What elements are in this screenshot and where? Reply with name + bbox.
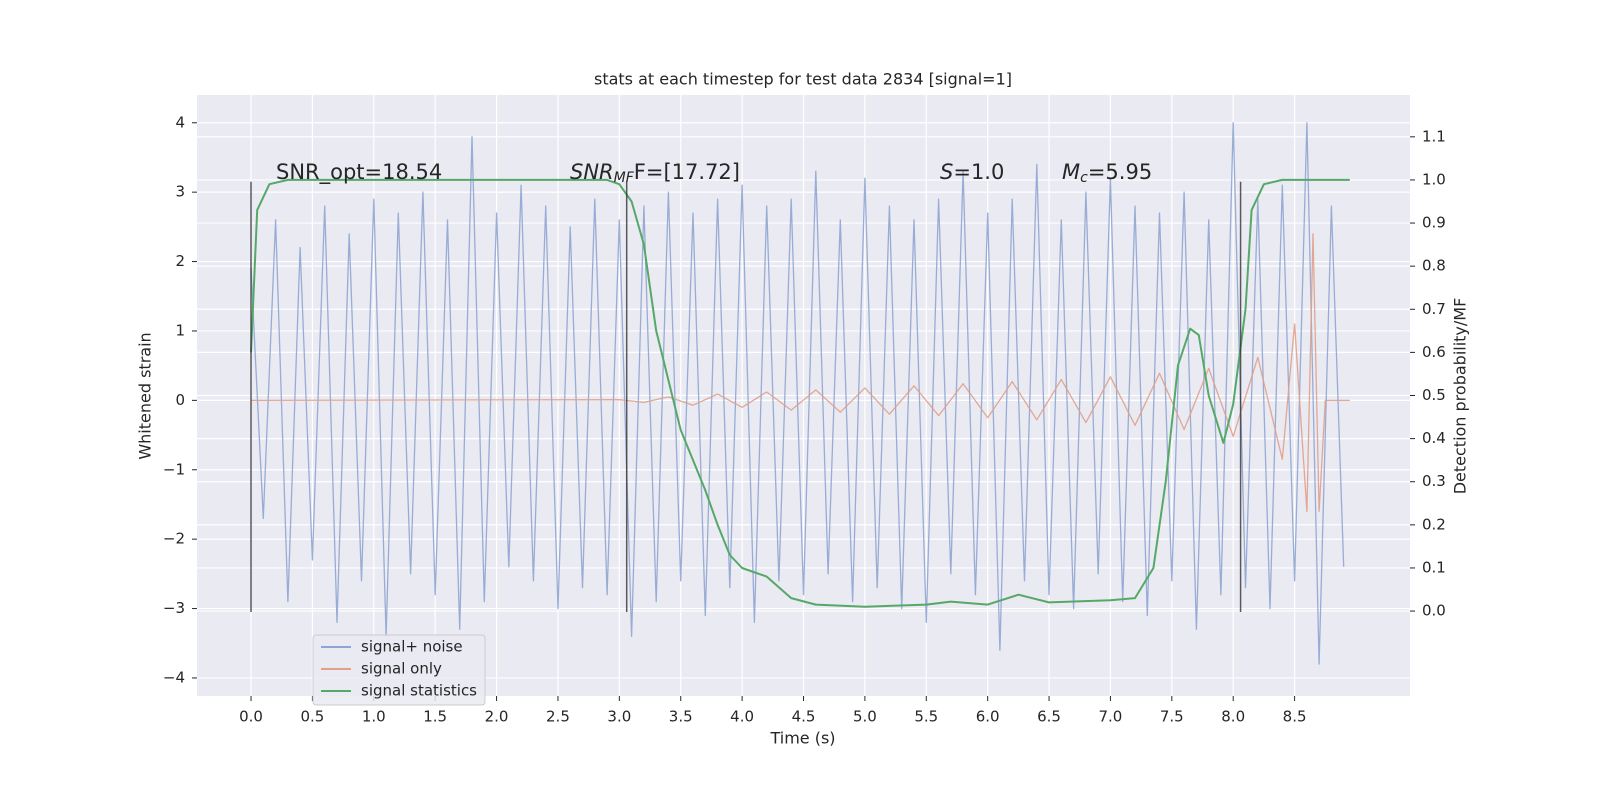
x-axis-label: Time (s): [769, 729, 835, 748]
x-tick-label: 0.0: [239, 708, 263, 726]
y2-axis-label: Detection probability/MF: [1451, 298, 1470, 495]
x-tick-label: 5.5: [914, 708, 938, 726]
y-tick-label: −4: [163, 668, 185, 686]
x-tick-label: 3.0: [607, 708, 631, 726]
y2-tick-label: 0.9: [1422, 214, 1446, 232]
x-tick-label: 6.0: [976, 708, 1000, 726]
y2-tick-label: 0.7: [1422, 300, 1446, 318]
series-line: [250, 122, 1345, 665]
y-tick-label: −3: [163, 599, 185, 617]
annotation-part: =5.95: [1088, 160, 1152, 184]
x-tick-label: 3.5: [669, 708, 693, 726]
x-tick-label: 8.5: [1283, 708, 1307, 726]
y-tick-label: 3: [175, 183, 185, 201]
y2-tick-label: 1.1: [1422, 127, 1446, 145]
annotation-part: MF: [614, 170, 635, 186]
legend-box: [312, 634, 486, 706]
x-tick-label: 1.0: [362, 708, 386, 726]
annotation-part: =1.0: [953, 160, 1004, 184]
y2-tick-label: 0.0: [1422, 602, 1446, 620]
x-tick-label: 4.0: [730, 708, 754, 726]
x-tick-label: 0.5: [300, 708, 324, 726]
annotation-part: SNR_opt=18.54: [276, 160, 442, 185]
annotation: S=1.0: [940, 160, 1004, 184]
series-line: [250, 233, 1350, 513]
x-tick-label: 4.5: [792, 708, 816, 726]
x-tick-label: 1.5: [423, 708, 447, 726]
y2-tick-label: 0.5: [1422, 386, 1446, 404]
annotation: Mc=5.95: [1062, 160, 1152, 186]
y-tick-label: 2: [175, 252, 185, 270]
y2-tick-label: 0.8: [1422, 257, 1446, 275]
annotation: SNR_opt=18.54: [276, 160, 442, 185]
y2-tick-label: 0.4: [1422, 429, 1446, 447]
y-tick-label: 1: [175, 321, 185, 339]
y-axis-label: Whitened strain: [136, 332, 155, 459]
x-tick-label: 6.5: [1037, 708, 1061, 726]
chart-title: stats at each timestep for test data 283…: [594, 70, 1012, 89]
annotation-part: M: [1062, 160, 1080, 184]
y-tick-label: 4: [175, 113, 185, 131]
y2-tick-label: 0.2: [1422, 515, 1446, 533]
y2-tick-label: 0.1: [1422, 558, 1446, 576]
y-tick-label: 0: [175, 391, 185, 409]
x-tick-label: 7.5: [1160, 708, 1184, 726]
annotation-part: S: [940, 160, 953, 184]
annotation-part: SNR: [570, 160, 614, 184]
x-tick-label: 8.0: [1221, 708, 1245, 726]
series-line: [250, 178, 1350, 608]
annotation-part: c: [1080, 170, 1088, 186]
y2-tick-label: 1.0: [1422, 170, 1446, 188]
y2-tick-label: 0.6: [1422, 343, 1446, 361]
y-tick-label: −1: [163, 460, 185, 478]
annotation: SNRMFF=[17.72]: [570, 160, 740, 186]
annotation-part: F=[17.72]: [634, 160, 740, 184]
x-tick-label: 5.0: [853, 708, 877, 726]
x-tick-label: 7.0: [1099, 708, 1123, 726]
legend-label: signal statistics: [361, 682, 477, 700]
x-tick-label: 2.5: [546, 708, 570, 726]
x-tick-label: 2.0: [485, 708, 509, 726]
y-tick-label: −2: [163, 530, 185, 548]
y2-tick-label: 0.3: [1422, 472, 1446, 490]
legend-label: signal+ noise: [361, 638, 463, 656]
legend-label: signal only: [361, 660, 442, 678]
